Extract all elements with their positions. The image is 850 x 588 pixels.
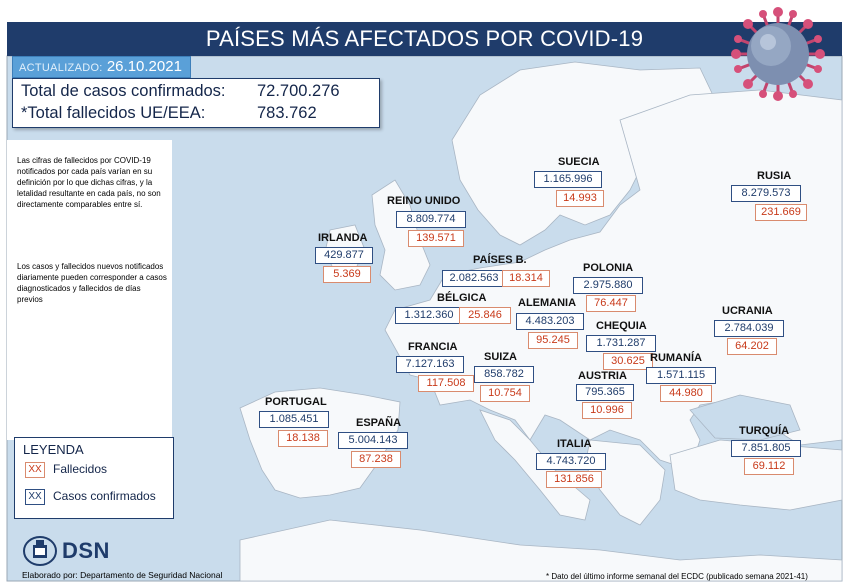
cases-value: 7.851.805 (731, 440, 801, 457)
cases-value: 8.279.573 (731, 185, 801, 202)
land-north-africa (239, 519, 843, 582)
black-sea (689, 394, 801, 441)
total-deaths-label: *Total fallecidos UE/EEA: (21, 104, 206, 122)
country-name: CHEQUIA (596, 320, 647, 332)
total-deaths-value: 783.762 (257, 104, 317, 122)
land-italy (479, 409, 591, 521)
legend-item-cases: XX Casos confirmados (25, 489, 156, 505)
deaths-value: 25.846 (459, 307, 511, 324)
cases-value: 858.782 (474, 366, 534, 383)
legend-item-deaths: XX Fallecidos (25, 462, 107, 478)
totals-box: Total de casos confirmados: 72.700.276 *… (12, 78, 380, 128)
cases-swatch: XX (25, 489, 45, 505)
country-name: ALEMANIA (518, 297, 577, 309)
legend-title: LEYENDA (23, 442, 84, 457)
legend-cases-label: Casos confirmados (53, 489, 156, 504)
cases-value: 1.571.115 (646, 367, 716, 384)
updated-badge: ACTUALIZADO: 26.10.2021 (12, 56, 191, 78)
total-confirmed-label: Total de casos confirmados: (21, 82, 226, 100)
cases-value: 5.004.143 (338, 432, 408, 449)
coronavirus-icon (731, 7, 825, 101)
country-name: POLONIA (583, 262, 634, 274)
total-confirmed-value: 72.700.276 (257, 82, 340, 100)
deaths-value: 5.369 (323, 266, 371, 283)
country-name: SUECIA (558, 156, 600, 168)
country-name: REINO UNIDO (387, 195, 461, 207)
cases-value: 7.127.163 (396, 356, 464, 373)
deaths-value: 87.238 (351, 451, 401, 468)
footnote-text: * Dato del último informe semanal del EC… (546, 572, 808, 581)
cases-value: 1.731.287 (586, 335, 656, 352)
deaths-value: 131.856 (546, 471, 602, 488)
country-name: ESPAÑA (356, 417, 402, 429)
deaths-value: 64.202 (727, 338, 777, 355)
cases-value: 8.809.774 (396, 211, 466, 228)
country-name: PAÍSES B. (473, 254, 527, 266)
land-scandinavia (451, 61, 721, 246)
deaths-value: 69.112 (744, 458, 794, 475)
country-name: AUSTRIA (578, 370, 627, 382)
notes-panel (7, 140, 172, 440)
country-name: RUSIA (757, 170, 792, 182)
country-name: SUIZA (484, 351, 517, 363)
deaths-value: 139.571 (408, 230, 464, 247)
legend-deaths-label: Fallecidos (53, 462, 108, 477)
page-title: PAÍSES MÁS AFECTADOS POR COVID-19 (205, 26, 644, 51)
cases-value: 1.312.360 (395, 307, 463, 324)
deaths-value: 10.754 (480, 385, 530, 402)
cases-value: 1.085.451 (259, 411, 329, 428)
cases-value: 2.082.563 (442, 270, 506, 287)
cases-value: 2.975.880 (573, 277, 643, 294)
cases-value: 2.784.039 (714, 320, 784, 337)
deaths-value: 95.245 (528, 332, 578, 349)
deaths-value: 18.138 (278, 430, 328, 447)
country-name: FRANCIA (408, 341, 458, 353)
deaths-value: 44.980 (660, 385, 712, 402)
dsn-logo-text: DSN (62, 538, 110, 563)
cases-value: 429.877 (315, 247, 373, 264)
dsn-emblem-icon (23, 536, 57, 566)
legend: LEYENDA XX Fallecidos XX Casos confirmados (14, 437, 174, 519)
deaths-value: 117.508 (418, 375, 474, 392)
deaths-value: 30.625 (603, 353, 653, 370)
cases-value: 4.483.203 (516, 313, 584, 330)
note-definition: Las cifras de fallecidos por COVID-19 no… (17, 156, 161, 209)
deaths-value: 10.996 (582, 402, 632, 419)
country-name: BÉLGICA (437, 292, 487, 304)
country-name: TURQUÍA (739, 425, 790, 437)
deaths-value: 18.314 (502, 270, 550, 287)
country-name: PORTUGAL (265, 396, 327, 408)
country-name: ITALIA (557, 438, 592, 450)
title-bar: PAÍSES MÁS AFECTADOS POR COVID-19 (7, 22, 842, 56)
deaths-value: 231.669 (755, 204, 807, 221)
deaths-swatch: XX (25, 462, 45, 478)
updated-date: 26.10.2021 (106, 58, 182, 75)
deaths-value: 76.447 (586, 295, 636, 312)
cases-value: 795.365 (576, 384, 634, 401)
country-name: IRLANDA (318, 232, 368, 244)
deaths-value: 14.993 (556, 190, 604, 207)
note-reporting-delay: Los casos y fallecidos nuevos notificado… (17, 262, 167, 304)
credit-text: Elaborado por: Departamento de Seguridad… (22, 570, 223, 580)
country-name: UCRANIA (722, 305, 773, 317)
country-name: RUMANÍA (650, 352, 702, 364)
cases-value: 4.743.720 (536, 453, 606, 470)
land-great-britain (371, 179, 431, 291)
updated-label: ACTUALIZADO: (19, 62, 103, 74)
cases-value: 1.165.996 (534, 171, 602, 188)
